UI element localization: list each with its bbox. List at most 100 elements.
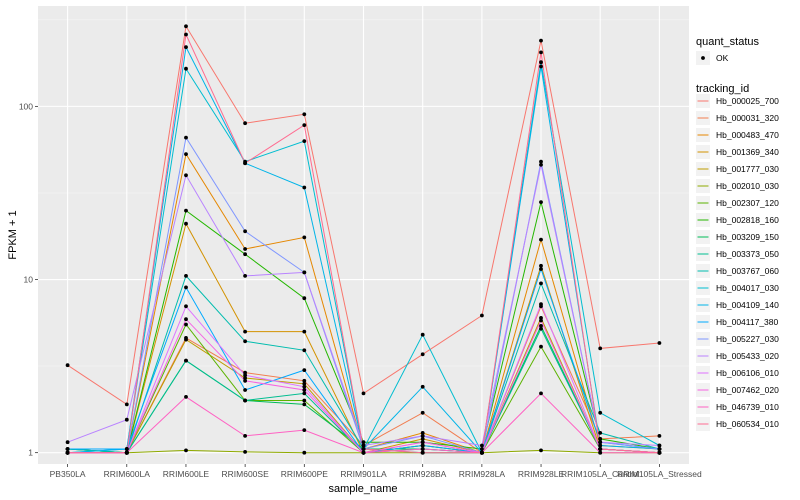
data-point-Hb_004117_380 (302, 368, 307, 372)
data-point-Hb_046739_010 (184, 395, 188, 399)
data-point-Hb_000025_700 (124, 402, 129, 407)
legend-label-Hb_000483_470: Hb_000483_470 (716, 130, 779, 140)
data-point-Hb_005227_030 (243, 229, 248, 234)
x-axis: PB350LA RRIM600LA RRIM600LE RRIM600SE RRIM60… (50, 464, 702, 479)
data-point-Hb_006106_010 (184, 304, 188, 309)
data-point-Hb_005433_020 (598, 440, 603, 445)
legend-label-Hb_000031_320: Hb_000031_320 (716, 113, 779, 123)
data-point-Hb_003209_150 (539, 324, 543, 328)
data-point-Hb_005433_020 (302, 270, 307, 275)
data-point-Hb_002818_160 (480, 447, 484, 451)
data-point-Hb_060534_010 (184, 32, 188, 37)
data-point-Hb_002010_030 (184, 448, 188, 453)
data-point-Hb_003373_050 (184, 358, 188, 363)
data-point-Hb_002818_160 (302, 296, 307, 301)
data-point-Hb_000025_700 (243, 121, 248, 126)
data-point-Hb_003209_150 (302, 402, 307, 407)
data-point-Hb_005433_020 (480, 443, 484, 448)
data-point-Hb_001369_340 (184, 221, 188, 226)
data-point-Hb_003767_060 (243, 339, 248, 344)
data-point-Hb_006106_010 (539, 302, 543, 307)
data-point-Hb_002818_160 (243, 252, 248, 257)
data-point-Hb_001777_030 (539, 316, 543, 320)
data-point-Hb_004109_140 (302, 185, 307, 190)
data-point-Hb_000025_700 (65, 363, 70, 368)
legend-label-Hb_006106_010: Hb_006106_010 (716, 368, 779, 378)
legend-label-Hb_060534_010: Hb_060534_010 (716, 419, 779, 429)
data-point-Hb_004017_030 (302, 139, 307, 144)
data-point-Hb_060534_010 (539, 50, 543, 55)
data-point-Hb_001369_340 (539, 263, 543, 268)
data-point-Hb_004117_380 (184, 285, 188, 290)
legend-label-Hb_046739_010: Hb_046739_010 (716, 402, 779, 412)
data-point-Hb_046739_010 (361, 450, 366, 455)
data-point-Hb_006106_010 (302, 384, 307, 389)
data-point-Hb_002818_160 (598, 437, 603, 441)
data-point-Hb_000025_700 (361, 391, 366, 396)
data-point-Hb_000483_470 (539, 237, 543, 242)
legend-label-Hb_001369_340: Hb_001369_340 (716, 147, 779, 157)
data-point-Hb_000483_470 (420, 431, 425, 435)
data-point-Hb_003767_060 (184, 274, 188, 278)
data-point-Hb_005433_020 (184, 173, 188, 178)
data-point-Hb_004017_030 (598, 410, 603, 415)
data-point-Hb_002818_160 (184, 208, 188, 213)
data-point-Hb_001369_340 (243, 329, 248, 334)
data-point-Hb_005227_030 (184, 135, 188, 140)
data-point-Hb_000025_700 (480, 313, 484, 318)
data-point-Hb_004117_380 (420, 443, 425, 448)
data-point-Hb_000031_320 (420, 410, 425, 415)
data-point-Hb_004017_030 (539, 60, 543, 65)
data-point-Hb_005433_020 (124, 417, 129, 422)
legend-label-Hb_003209_150: Hb_003209_150 (716, 232, 779, 242)
x-tick-label: RRIM600LA (104, 469, 151, 479)
legend-label-Hb_007462_020: Hb_007462_020 (716, 385, 779, 395)
data-point-Hb_000031_320 (243, 370, 248, 375)
x-tick-label: RRIM928LA (459, 469, 506, 479)
data-point-Hb_004109_140 (184, 45, 188, 49)
data-point-Hb_000025_700 (598, 346, 603, 351)
data-point-Hb_060534_010 (420, 450, 425, 455)
legend-label-Hb_005227_030: Hb_005227_030 (716, 334, 779, 344)
data-point-Hb_060534_010 (480, 450, 484, 455)
data-point-Hb_060534_010 (657, 450, 662, 455)
x-tick-label: RRIM928LE (518, 469, 565, 479)
legend-label-Hb_002010_030: Hb_002010_030 (716, 181, 779, 191)
x-tick-label: RRIM600SE (222, 469, 270, 479)
data-point-Hb_000483_470 (302, 235, 307, 240)
data-point-Hb_005433_020 (65, 440, 70, 445)
data-point-Hb_007462_020 (539, 318, 543, 323)
data-point-Hb_000025_700 (184, 24, 188, 29)
data-point-Hb_004117_380 (539, 267, 543, 271)
data-point-Hb_004117_380 (65, 447, 70, 451)
legend-label-Hb_002818_160: Hb_002818_160 (716, 215, 779, 225)
legend-tracking-id-items: Hb_000025_700 Hb_000031_320 Hb_000483_470 H… (696, 94, 779, 431)
data-point-Hb_060534_010 (361, 447, 366, 451)
data-point-Hb_002818_160 (539, 200, 543, 205)
legend-label-Hb_004117_380: Hb_004117_380 (716, 317, 779, 327)
data-point-Hb_001777_030 (302, 381, 307, 386)
data-point-Hb_007462_020 (184, 317, 188, 322)
data-point-Hb_004117_380 (243, 388, 248, 392)
data-point-Hb_060534_010 (124, 450, 129, 455)
y-tick-label: 10 (24, 275, 34, 285)
data-point-Hb_005433_020 (539, 162, 543, 167)
data-point-Hb_046739_010 (302, 428, 307, 432)
data-point-Hb_002010_030 (539, 448, 543, 453)
legend-quant-status-items: OK (696, 51, 729, 65)
legend-label-Hb_000025_700: Hb_000025_700 (716, 96, 779, 106)
data-point-Hb_060534_010 (65, 450, 70, 455)
data-point-Hb_000025_700 (657, 341, 662, 345)
data-point-Hb_002010_030 (302, 450, 307, 455)
legend-label-quant: OK (716, 53, 729, 63)
data-point-Hb_046739_010 (420, 447, 425, 451)
data-point-Hb_002307_120 (539, 344, 543, 349)
legend-label-Hb_001777_030: Hb_001777_030 (716, 164, 779, 174)
series-points (65, 24, 662, 455)
x-tick-label: PB350LA (50, 469, 86, 479)
data-point-Hb_004109_140 (420, 384, 425, 389)
data-point-Hb_005433_020 (657, 443, 662, 448)
data-point-Hb_060534_010 (302, 123, 307, 127)
data-point-Hb_060534_010 (243, 161, 248, 166)
